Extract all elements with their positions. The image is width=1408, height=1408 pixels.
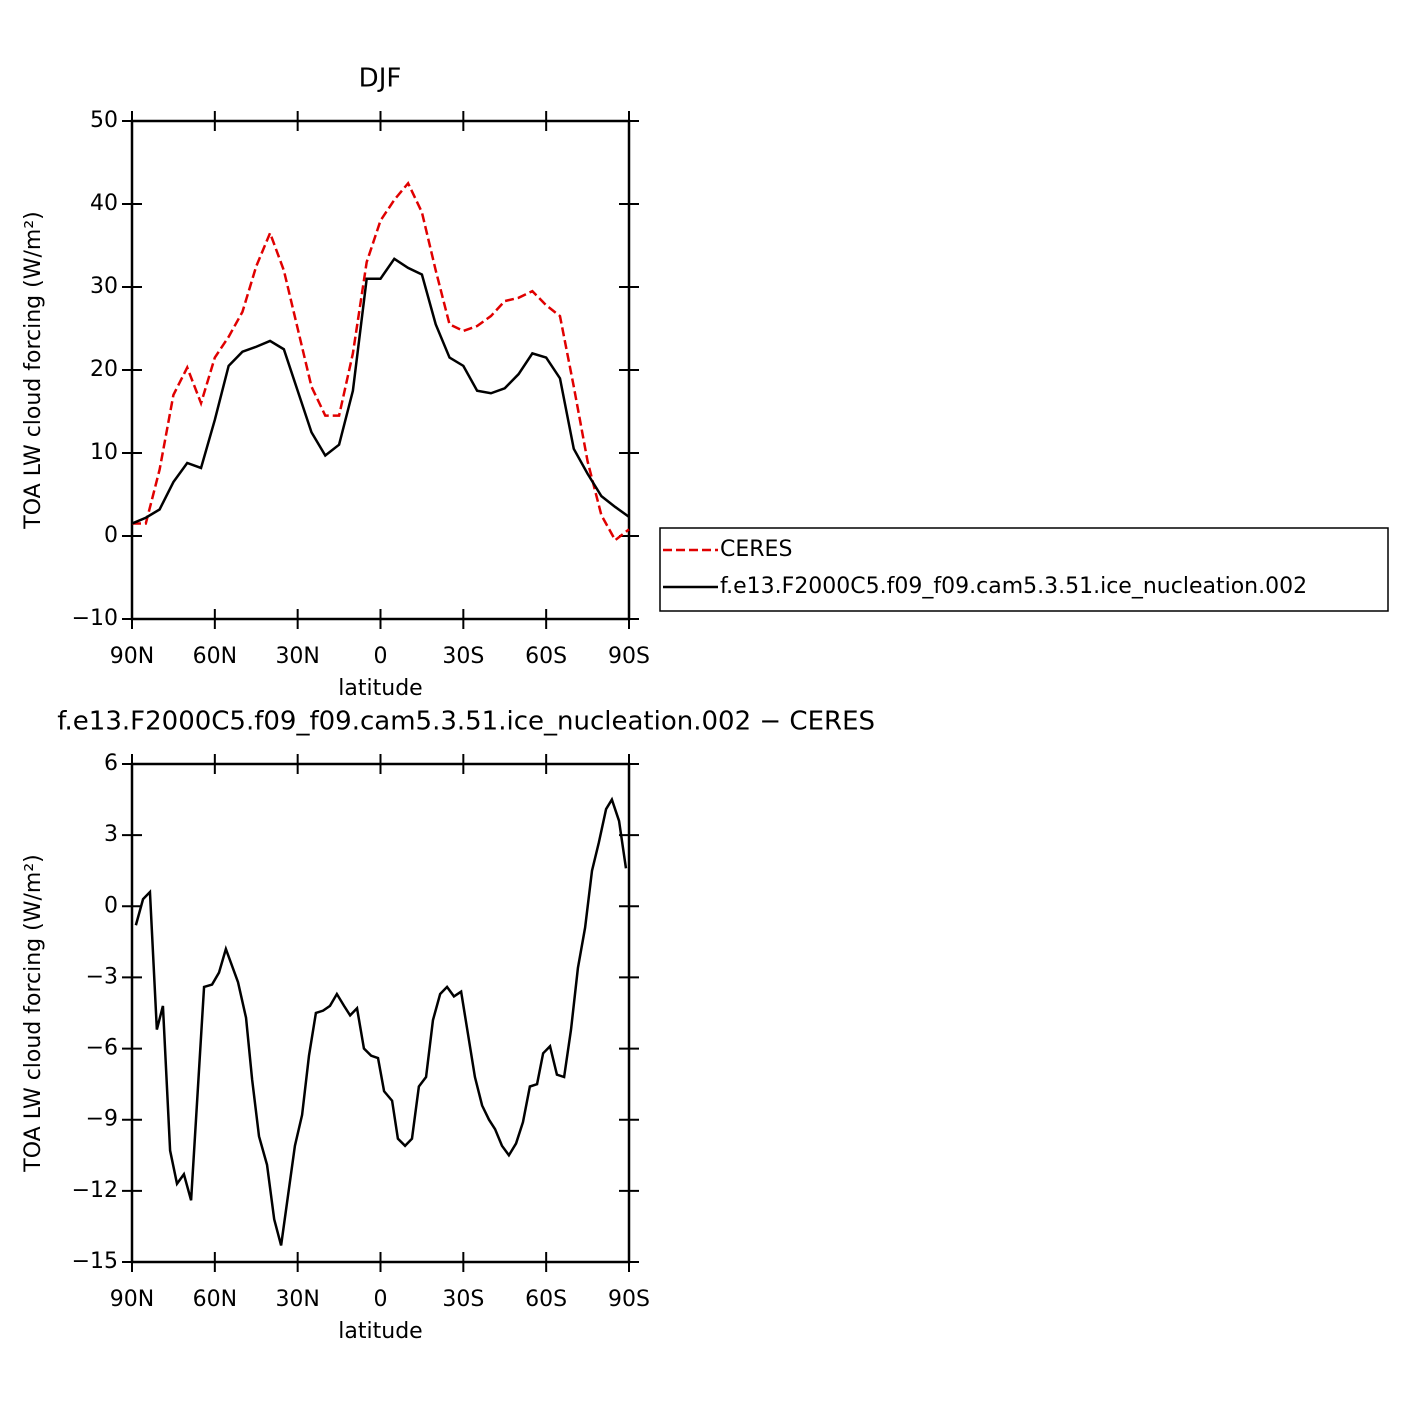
- x-tick-label: 60S: [525, 1287, 567, 1312]
- x-tick-label: 60S: [525, 644, 567, 669]
- plot-frame: [130, 119, 631, 621]
- x-tick-label: 60N: [193, 1287, 237, 1312]
- x-tick-label: 30S: [442, 1287, 484, 1312]
- y-tick-label: 40: [90, 191, 118, 216]
- y-tick-label: 20: [90, 357, 118, 382]
- data-line: [134, 796, 628, 1246]
- x-tick-label: 0: [374, 644, 388, 669]
- x-tick-label: 30N: [275, 644, 319, 669]
- chart-title: DJF: [359, 64, 402, 94]
- plot-frame: [130, 762, 631, 1264]
- data-line: [132, 180, 630, 543]
- y-axis-label: TOA LW cloud forcing (W/m²): [21, 854, 46, 1172]
- y-tick-label: −12: [72, 1178, 118, 1203]
- y-axis-label: TOA LW cloud forcing (W/m²): [21, 211, 46, 529]
- chart-title: f.e13.F2000C5.f09_f09.cam5.3.51.ice_nucl…: [57, 707, 875, 737]
- legend-box: [659, 527, 1389, 612]
- y-tick-label: −10: [72, 606, 118, 631]
- x-tick-label: 90S: [608, 1287, 650, 1312]
- x-tick-label: 90N: [110, 644, 154, 669]
- y-tick-label: −9: [86, 1107, 118, 1132]
- y-tick-label: 6: [104, 751, 118, 776]
- x-tick-label: 90N: [110, 1287, 154, 1312]
- legend-label: f.e13.F2000C5.f09_f09.cam5.3.51.ice_nucl…: [720, 574, 1307, 599]
- y-tick-label: 30: [90, 274, 118, 299]
- y-tick-label: −6: [86, 1036, 118, 1061]
- x-axis-label: latitude: [338, 1319, 422, 1344]
- x-tick-label: 30N: [275, 1287, 319, 1312]
- y-tick-label: 3: [104, 822, 118, 847]
- y-tick-label: 0: [104, 523, 118, 548]
- y-tick-label: 0: [104, 893, 118, 918]
- data-line: [131, 257, 630, 525]
- x-tick-label: 60N: [193, 644, 237, 669]
- legend-label: CERES: [720, 537, 792, 562]
- y-tick-label: −3: [86, 964, 118, 989]
- x-axis-label: latitude: [338, 676, 422, 701]
- y-tick-label: 10: [90, 440, 118, 465]
- y-tick-label: −15: [72, 1249, 118, 1274]
- x-tick-label: 30S: [442, 644, 484, 669]
- x-tick-label: 0: [374, 1287, 388, 1312]
- x-tick-label: 90S: [608, 644, 650, 669]
- y-tick-label: 50: [90, 108, 118, 133]
